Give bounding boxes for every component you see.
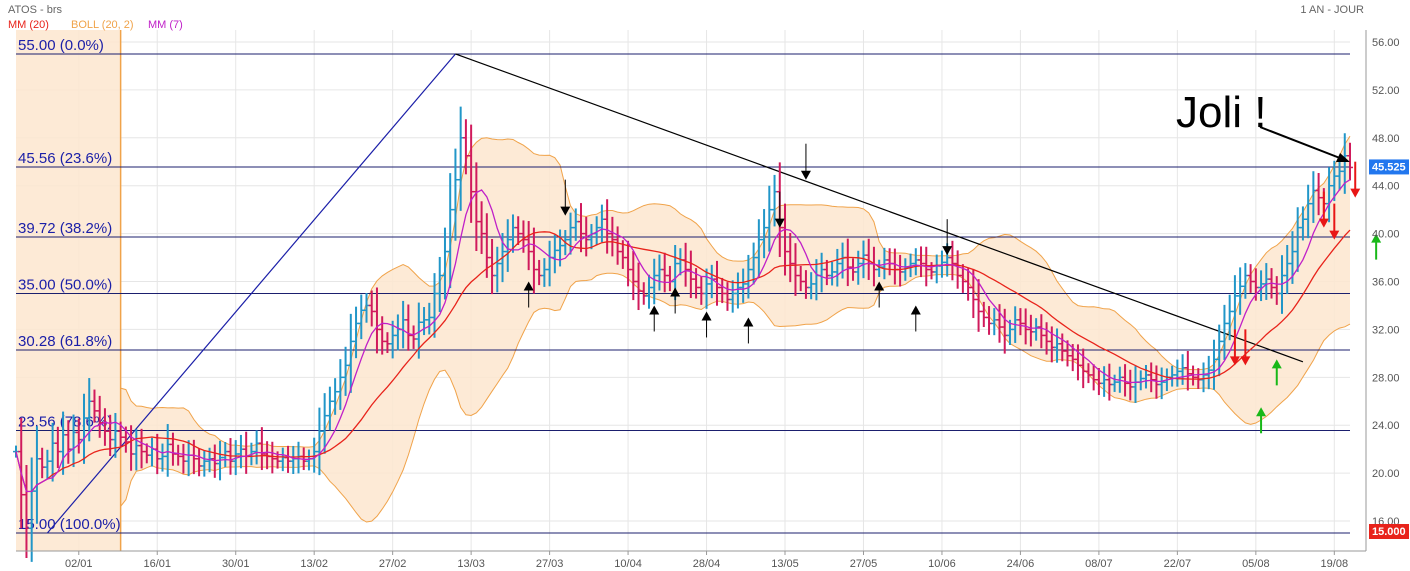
fib-label: 15.00 (100.0%) [18,516,121,533]
period-label: 1 AN - JOUR [1300,4,1364,16]
up-arrow-head [1371,233,1382,243]
down-arrow-head [1229,356,1240,366]
x-tick-label: 13/02 [300,558,328,570]
y-tick-label: 20.00 [1372,468,1400,480]
price-tag-low: 15.000 [1369,524,1409,539]
up-arrow-head [670,287,681,297]
joli-annotation: Joli ! [1176,88,1266,137]
x-tick-label: 27/05 [850,558,878,570]
up-arrow-head [1271,359,1282,369]
bollinger-fill [120,136,1351,522]
fib-label: 30.28 (61.8%) [18,333,112,350]
up-arrow-head [1256,407,1267,417]
fib-label: 35.00 (50.0%) [18,276,112,293]
down-arrow-head [560,206,571,216]
y-tick-label: 24.00 [1372,420,1400,432]
price-tag-current: 45.525 [1369,159,1409,175]
up-arrow-head [523,281,534,291]
x-tick-label: 24/06 [1007,558,1035,570]
down-arrow-head [1240,356,1251,366]
mm7-line [15,179,1351,493]
x-tick-label: 22/07 [1164,558,1192,570]
legend-boll: BOLL (20, 2) [71,19,134,31]
x-tick-label: 08/07 [1085,558,1113,570]
x-tick-label: 02/01 [65,558,93,570]
y-tick-label: 40.00 [1372,229,1400,241]
down-arrow-head [942,246,953,256]
x-tick-label: 05/08 [1242,558,1270,570]
y-tick-label: 36.00 [1372,277,1400,289]
trendline [455,53,1304,363]
y-tick-label: 52.00 [1372,85,1400,97]
x-tick-label: 28/04 [693,558,721,570]
axes: 16.0020.0024.0028.0032.0036.0040.0044.00… [16,30,1400,570]
x-tick-label: 27/02 [379,558,407,570]
up-arrow-head [910,305,921,315]
fib-label: 39.72 (38.2%) [18,220,112,237]
joli-arrow-head [1336,153,1350,162]
up-arrow-head [743,317,754,327]
x-tick-label: 10/04 [614,558,642,570]
fibonacci-lines: 55.00 (0.0%) 45.56 (23.6%) 39.72 (38.2%) 35… [16,37,1350,534]
instrument-label: ATOS - brs [8,4,62,16]
x-tick-label: 13/05 [771,558,799,570]
legend-mm7: MM (7) [148,19,183,31]
fib-label: 45.56 (23.6%) [18,150,112,167]
y-tick-label: 28.00 [1372,372,1400,384]
up-arrow-head [649,305,660,315]
fib-label: 55.00 (0.0%) [18,37,104,54]
down-arrow-head [1318,218,1329,228]
down-arrow-head [1350,188,1361,198]
down-arrow-head [1329,230,1340,240]
signal-arrows [523,143,1382,434]
svg-text:45.525: 45.525 [1372,161,1406,173]
x-tick-label: 16/01 [143,558,171,570]
fib-label: 23.56 (78.6%) [18,414,112,431]
mm20-line [15,229,1351,493]
svg-text:15.000: 15.000 [1372,526,1406,538]
legend-mm20: MM (20) [8,19,49,31]
down-arrow-head [800,170,811,180]
up-arrow-head [701,311,712,321]
bollinger-lower [120,272,1351,523]
x-tick-label: 10/06 [928,558,956,570]
joli-arrow-line [1259,126,1346,161]
down-arrow-head [774,218,785,228]
x-tick-label: 13/03 [457,558,485,570]
up-arrow-head [874,281,885,291]
bollinger-band [16,30,1351,551]
moving-averages [15,179,1351,493]
y-tick-label: 56.00 [1372,37,1400,49]
bollinger-warmup-fill [16,30,121,551]
y-tick-label: 32.00 [1372,324,1400,336]
x-tick-label: 30/01 [222,558,250,570]
y-tick-label: 48.00 [1372,133,1400,145]
y-tick-label: 44.00 [1372,181,1400,193]
x-tick-label: 27/03 [536,558,564,570]
x-tick-label: 19/08 [1321,558,1349,570]
